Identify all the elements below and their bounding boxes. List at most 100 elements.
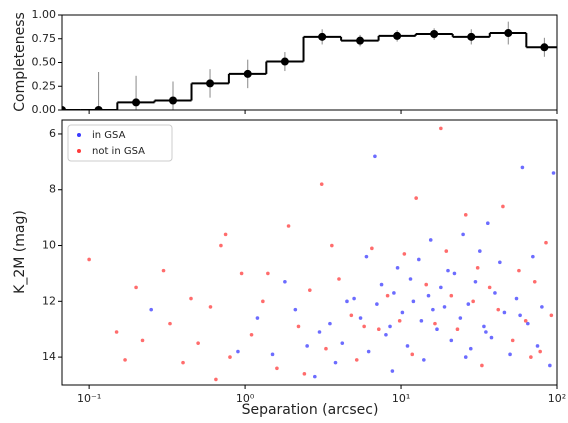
point: [493, 291, 497, 295]
y-tick-label: 14: [42, 350, 56, 363]
point: [255, 316, 260, 320]
point: [340, 341, 345, 345]
point: [518, 313, 522, 318]
point: [168, 321, 172, 326]
y-tick-label: 1.00: [32, 8, 57, 21]
y-tick-label: 12: [42, 294, 56, 307]
point: [501, 204, 505, 209]
point: [293, 307, 298, 312]
point: [134, 285, 138, 290]
point: [161, 268, 166, 273]
point: [498, 260, 502, 265]
axes-frame: [61, 119, 558, 386]
point: [388, 324, 392, 329]
point: [208, 305, 213, 309]
point: [468, 346, 473, 351]
point: [196, 341, 200, 345]
y-tick-label: 0.25: [32, 79, 57, 92]
point: [405, 344, 410, 348]
point: [330, 243, 334, 248]
point: [544, 240, 548, 245]
x-axis-label: Separation (arcsec): [242, 402, 379, 418]
point: [538, 349, 542, 354]
legend-box: [67, 124, 173, 162]
point: [439, 285, 443, 290]
point: [392, 291, 396, 295]
point: [439, 126, 443, 131]
point: [414, 196, 418, 200]
point: [455, 327, 460, 332]
point: [345, 299, 349, 304]
point: [466, 302, 471, 306]
point: [430, 30, 439, 38]
point: [449, 338, 454, 343]
x-tick-label: 10⁻¹: [77, 392, 101, 405]
point: [444, 249, 449, 253]
point: [548, 363, 552, 368]
point: [324, 346, 328, 351]
legend-marker: [77, 149, 81, 153]
point: [280, 57, 289, 66]
point: [384, 332, 388, 337]
point: [375, 302, 379, 306]
y-axis-label: Completeness: [12, 12, 28, 112]
legend: in GSA not in GSA: [67, 124, 173, 162]
legend-label: not in GSA: [92, 146, 145, 157]
point: [426, 293, 431, 298]
point: [236, 349, 240, 354]
point: [442, 305, 447, 309]
point: [514, 296, 519, 301]
plot-area: [62, 21, 557, 110]
point: [352, 296, 356, 301]
point: [214, 377, 218, 382]
point: [140, 338, 145, 343]
point: [411, 299, 416, 304]
x-tick-label: 10¹: [392, 392, 410, 405]
point: [318, 32, 327, 41]
point: [239, 271, 244, 276]
point: [376, 327, 381, 332]
point: [393, 31, 402, 40]
point: [504, 29, 513, 38]
point: [526, 321, 530, 326]
point: [520, 165, 525, 170]
x-tick-label: 10²: [548, 392, 566, 405]
legend-marker: [77, 133, 81, 137]
point: [551, 171, 556, 175]
point: [132, 98, 141, 107]
point: [370, 246, 374, 251]
point: [422, 358, 426, 362]
point: [385, 293, 390, 298]
point: [508, 352, 512, 357]
point: [379, 282, 384, 287]
y-axis-label: K_2M (mag): [12, 210, 28, 294]
point: [540, 305, 544, 309]
point: [482, 324, 486, 329]
point: [446, 268, 450, 273]
point: [424, 282, 429, 287]
point: [402, 252, 407, 256]
x-tick-label: 10⁰: [236, 392, 255, 405]
point: [313, 374, 317, 379]
point: [452, 271, 457, 276]
point: [149, 307, 153, 312]
point: [358, 316, 363, 320]
point: [529, 355, 533, 359]
y-tick-label: 0.00: [32, 103, 57, 116]
point: [489, 335, 494, 340]
point: [397, 319, 402, 323]
point: [517, 268, 521, 273]
point: [296, 324, 301, 329]
point: [433, 321, 437, 326]
point: [461, 232, 465, 237]
point: [417, 257, 421, 262]
point: [373, 154, 377, 159]
point: [219, 243, 223, 248]
point: [463, 213, 468, 217]
point: [123, 358, 127, 362]
point: [410, 352, 415, 357]
point: [286, 224, 291, 228]
point: [408, 277, 413, 281]
point: [540, 43, 549, 52]
point: [317, 330, 322, 334]
